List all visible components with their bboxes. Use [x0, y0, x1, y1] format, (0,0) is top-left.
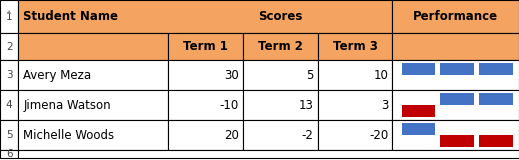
Bar [168, 60, 243, 90]
Bar [392, 120, 519, 150]
Text: 2: 2 [6, 42, 12, 52]
Bar [318, 33, 392, 60]
Text: ▴: ▴ [7, 6, 11, 15]
Bar [168, 33, 243, 60]
Bar [318, 120, 392, 150]
Text: 30: 30 [224, 69, 239, 82]
Bar [318, 60, 392, 90]
Bar [402, 105, 435, 117]
Bar [18, 120, 168, 150]
Bar [0, 90, 18, 120]
Bar [441, 93, 474, 105]
Bar [392, 0, 519, 33]
Text: 20: 20 [224, 129, 239, 142]
Bar [441, 135, 474, 147]
Text: Term 1: Term 1 [183, 40, 228, 53]
Bar [441, 63, 474, 75]
Text: -20: -20 [369, 129, 388, 142]
Bar [18, 60, 168, 90]
Text: 5: 5 [306, 69, 313, 82]
Bar [392, 33, 519, 60]
Bar [479, 135, 513, 147]
Bar [243, 60, 318, 90]
Bar [18, 90, 168, 120]
Bar [479, 93, 513, 105]
Text: Performance: Performance [413, 10, 498, 23]
Text: 6: 6 [6, 149, 12, 159]
Bar [392, 60, 519, 90]
Text: Student Name: Student Name [23, 10, 118, 23]
Bar [168, 90, 243, 120]
Bar [0, 150, 18, 158]
Bar [479, 63, 513, 75]
Text: Michelle Woods: Michelle Woods [23, 129, 115, 142]
Bar [18, 0, 392, 33]
Bar [392, 90, 519, 120]
Bar [0, 0, 18, 33]
Bar [0, 60, 18, 90]
Text: -2: -2 [302, 129, 313, 142]
Text: 4: 4 [6, 100, 12, 110]
Bar [243, 120, 318, 150]
Bar [318, 90, 392, 120]
Bar [168, 120, 243, 150]
Text: 3: 3 [6, 70, 12, 80]
Text: 13: 13 [298, 99, 313, 112]
Bar [18, 33, 168, 60]
Bar [402, 123, 435, 135]
Text: 1: 1 [6, 12, 12, 22]
Text: Term 2: Term 2 [258, 40, 303, 53]
Text: 3: 3 [381, 99, 388, 112]
Bar [0, 33, 18, 60]
Bar [0, 120, 18, 150]
Text: Avery Meza: Avery Meza [23, 69, 91, 82]
Bar [402, 63, 435, 75]
Bar [18, 150, 519, 158]
Text: Jimena Watson: Jimena Watson [23, 99, 111, 112]
Text: Scores: Scores [258, 10, 303, 23]
Text: 5: 5 [6, 130, 12, 140]
Text: 10: 10 [373, 69, 388, 82]
Text: -10: -10 [220, 99, 239, 112]
Bar [243, 33, 318, 60]
Bar [243, 90, 318, 120]
Text: Term 3: Term 3 [333, 40, 377, 53]
